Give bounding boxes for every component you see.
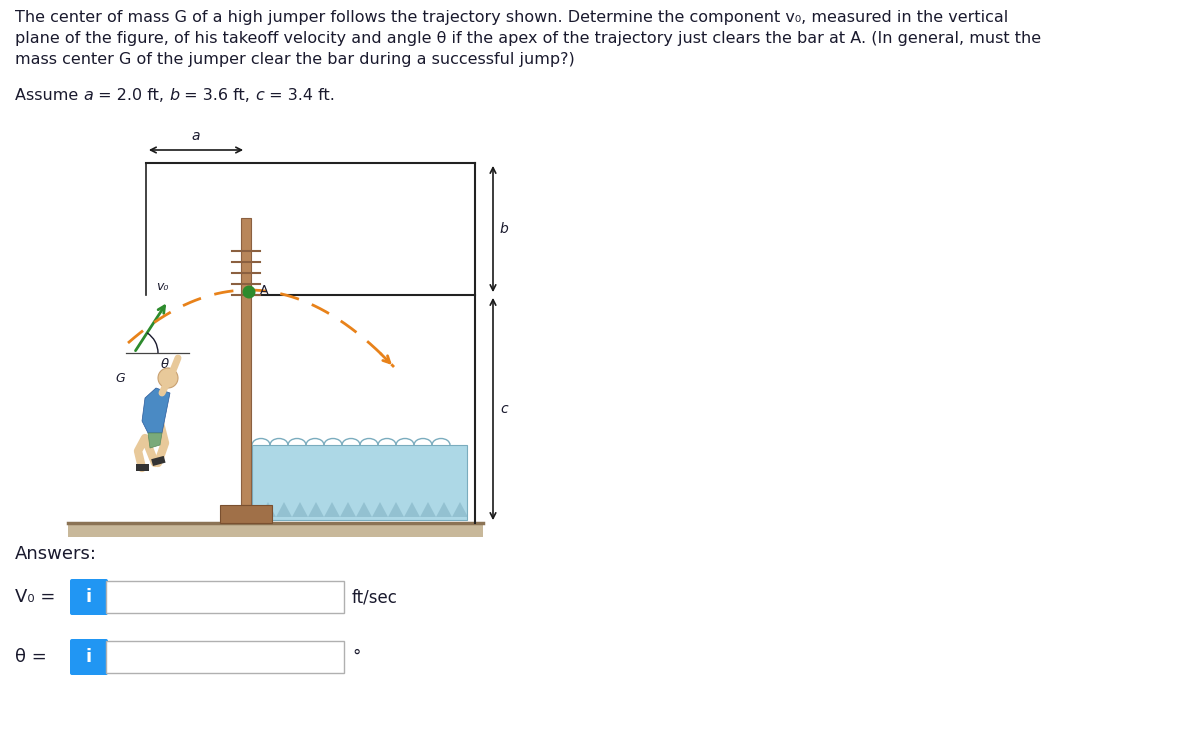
Text: b: b <box>500 222 509 236</box>
Text: i: i <box>86 648 92 666</box>
Polygon shape <box>292 502 308 517</box>
Text: G: G <box>115 372 125 384</box>
FancyBboxPatch shape <box>70 639 108 675</box>
Text: Answers:: Answers: <box>14 545 97 563</box>
Bar <box>252 445 467 520</box>
FancyBboxPatch shape <box>70 579 108 615</box>
Text: i: i <box>86 588 92 606</box>
Polygon shape <box>324 502 340 517</box>
Text: a: a <box>83 88 94 103</box>
Text: °: ° <box>352 648 360 666</box>
Text: The center of mass G of a high jumper follows the trajectory shown. Determine th: The center of mass G of a high jumper fo… <box>14 10 1008 25</box>
Bar <box>136 464 149 471</box>
Text: = 3.4 ft.: = 3.4 ft. <box>264 88 335 103</box>
Bar <box>68 523 482 537</box>
Polygon shape <box>340 502 356 517</box>
Text: V₀ =: V₀ = <box>14 588 55 606</box>
Text: c: c <box>500 402 508 416</box>
Text: A: A <box>260 285 269 297</box>
Text: mass center G of the jumper clear the bar during a successful jump?): mass center G of the jumper clear the ba… <box>14 52 575 67</box>
Polygon shape <box>308 502 324 517</box>
Bar <box>220 505 272 523</box>
Text: θ =: θ = <box>14 648 47 666</box>
Polygon shape <box>142 388 170 433</box>
Text: = 3.6 ft,: = 3.6 ft, <box>179 88 256 103</box>
Polygon shape <box>388 502 404 517</box>
Text: b: b <box>169 88 179 103</box>
Polygon shape <box>404 502 420 517</box>
Circle shape <box>242 285 256 299</box>
Bar <box>241 218 251 505</box>
Bar <box>106 581 344 613</box>
Polygon shape <box>372 502 388 517</box>
Polygon shape <box>276 502 292 517</box>
Bar <box>151 456 166 466</box>
Bar <box>106 641 344 673</box>
Polygon shape <box>452 502 468 517</box>
Text: θ: θ <box>161 358 169 371</box>
Text: Assume: Assume <box>14 88 83 103</box>
Polygon shape <box>260 502 276 517</box>
Text: a: a <box>192 129 200 143</box>
Polygon shape <box>436 502 452 517</box>
Polygon shape <box>420 502 436 517</box>
Text: ft/sec: ft/sec <box>352 588 398 606</box>
Text: c: c <box>256 88 264 103</box>
Polygon shape <box>148 433 162 448</box>
Circle shape <box>158 368 178 388</box>
Text: = 2.0 ft,: = 2.0 ft, <box>94 88 169 103</box>
Text: plane of the figure, of his takeoff velocity and angle θ if the apex of the traj: plane of the figure, of his takeoff velo… <box>14 31 1042 46</box>
Text: v₀: v₀ <box>156 280 169 293</box>
Polygon shape <box>356 502 372 517</box>
